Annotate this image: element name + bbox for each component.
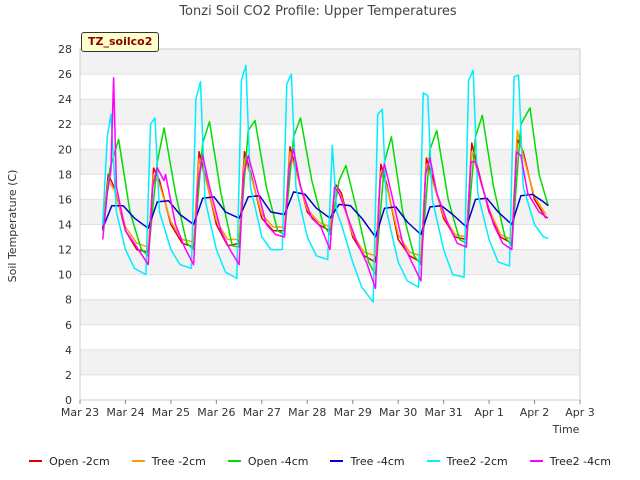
legend-swatch [29,460,43,462]
legend-label: Tree -4cm [350,454,405,468]
x-tick-label: Mar 25 [152,406,190,419]
y-tick-label: 2 [65,369,72,382]
legend-label: Tree2 -2cm [446,454,508,468]
legend-label: Tree -2cm [151,454,206,468]
x-axis-label: Time [552,423,580,436]
site-label-badge: TZ_soilco2 [81,32,160,52]
legend-item: Tree2 -2cm [426,452,508,470]
y-tick-label: 24 [58,93,72,106]
legend-label: Open -2cm [49,454,110,468]
y-tick-label: 10 [58,269,72,282]
plot-band [80,149,580,175]
series-line-tree2-2cm [101,64,549,303]
y-tick-label: 26 [58,68,72,81]
y-axis-label: Soil Temperature (C) [6,170,19,283]
x-tick-label: Apr 1 [474,406,504,419]
legend: Open -2cm Tree -2cm Open -4cm Tree -4cm Tree… [0,452,640,470]
x-tick-label: Mar 24 [106,406,144,419]
legend-item: Open -4cm [227,452,309,470]
y-tick-label: 22 [58,118,72,131]
legend-swatch [227,460,241,462]
plot-band [80,299,580,325]
y-tick-label: 0 [65,394,72,407]
x-tick-label: Mar 30 [379,406,417,419]
legend-item: Tree2 -4cm [529,452,611,470]
series-lines [101,64,549,303]
x-tick-label: Mar 29 [334,406,372,419]
y-tick-label: 14 [58,219,72,232]
x-tick-label: Mar 23 [61,406,99,419]
y-tick-label: 6 [65,319,72,332]
legend-swatch [529,460,543,462]
y-tick-label: 12 [58,244,72,257]
y-tick-label: 18 [58,168,72,181]
y-tick-label: 8 [65,294,72,307]
legend-swatch [131,460,145,462]
chart-title: Tonzi Soil CO2 Profile: Upper Temperatur… [178,4,457,19]
legend-label: Open -4cm [247,454,309,468]
x-axis: Mar 23 Mar 24 Mar 25 Mar 26 Mar 27 Mar 28 Mar … [61,400,595,419]
x-tick-label: Mar 27 [243,406,281,419]
plot-band [80,49,580,75]
plot-border [79,48,581,401]
x-tick-label: Apr 3 [565,406,595,419]
series-line-open-4cm [101,107,549,276]
y-tick-label: 4 [65,344,72,357]
series-line-tree2-4cm [101,77,549,290]
x-tick-label: Mar 31 [425,406,463,419]
y-tick-label: 20 [58,143,72,156]
x-tick-label: Mar 28 [288,406,326,419]
legend-item: Tree -4cm [330,452,405,470]
y-tick-label: 16 [58,193,72,206]
legend-item: Open -2cm [29,452,110,470]
legend-swatch [426,460,440,462]
plot-band [80,249,580,275]
plot-band [80,99,580,125]
x-tick-label: Apr 2 [520,406,550,419]
y-tick-label: 28 [58,43,72,56]
legend-swatch [330,460,344,462]
x-tick-label: Mar 26 [197,406,235,419]
legend-item: Tree -2cm [131,452,206,470]
plot-band [80,349,580,375]
legend-label: Tree2 -4cm [549,454,611,468]
